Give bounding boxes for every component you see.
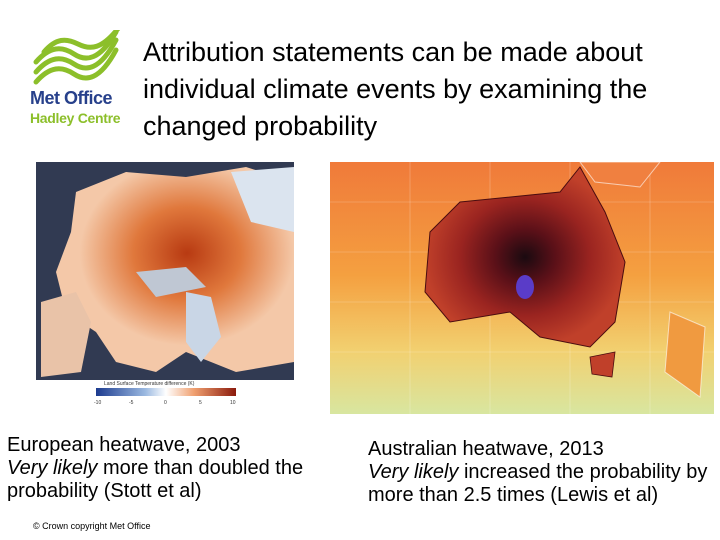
scale-tick: 10: [230, 400, 236, 406]
copyright-notice: © Crown copyright Met Office: [33, 521, 151, 531]
alps-region: [136, 267, 206, 297]
iberia-region: [41, 292, 91, 377]
logo-text-hadley-centre: Hadley Centre: [30, 110, 121, 126]
color-scale-bar: [96, 388, 236, 396]
extreme-heat-core: [516, 275, 534, 299]
scale-tick: -5: [129, 400, 134, 406]
europe-caption-emphasis: Very likely: [7, 457, 98, 479]
slide-title: Attribution statements can be made about…: [143, 37, 648, 141]
tasmania: [589, 351, 616, 378]
australia-caption: Australian heatwave, 2013 Very likely in…: [368, 438, 708, 507]
logo-text-met-office: Met Office: [30, 88, 113, 108]
scale-tick: -10: [94, 400, 101, 406]
australia-caption-emphasis: Very likely: [368, 461, 459, 483]
scale-label: Land Surface Temperature difference (K): [104, 381, 195, 387]
europe-caption-rest: more than doubled the probability (Stott…: [7, 457, 304, 502]
europe-caption: European heatwave, 2003 Very likely more…: [7, 434, 337, 503]
australia-caption-title: Australian heatwave, 2013: [368, 438, 604, 460]
australia-landmass: [424, 166, 626, 348]
europe-caption-body: Very likely more than doubled the probab…: [7, 457, 337, 503]
scale-tick: 5: [199, 400, 202, 406]
australia-caption-body: Very likely increased the probability by…: [368, 461, 708, 507]
scandinavia-region: [231, 167, 294, 232]
new-zealand: [664, 311, 706, 398]
wave-logo-icon: [33, 30, 120, 85]
scale-tick: 0: [164, 400, 167, 406]
met-office-logo: Met Office Hadley Centre: [30, 30, 130, 130]
australia-temperature-map: [330, 162, 714, 414]
italy-region: [186, 292, 221, 362]
new-guinea: [579, 162, 661, 188]
australia-caption-rest: increased the probability by more than 2…: [368, 461, 708, 506]
europe-caption-title: European heatwave, 2003: [7, 434, 241, 456]
europe-temperature-map: Land Surface Temperature difference (K) …: [36, 162, 294, 406]
